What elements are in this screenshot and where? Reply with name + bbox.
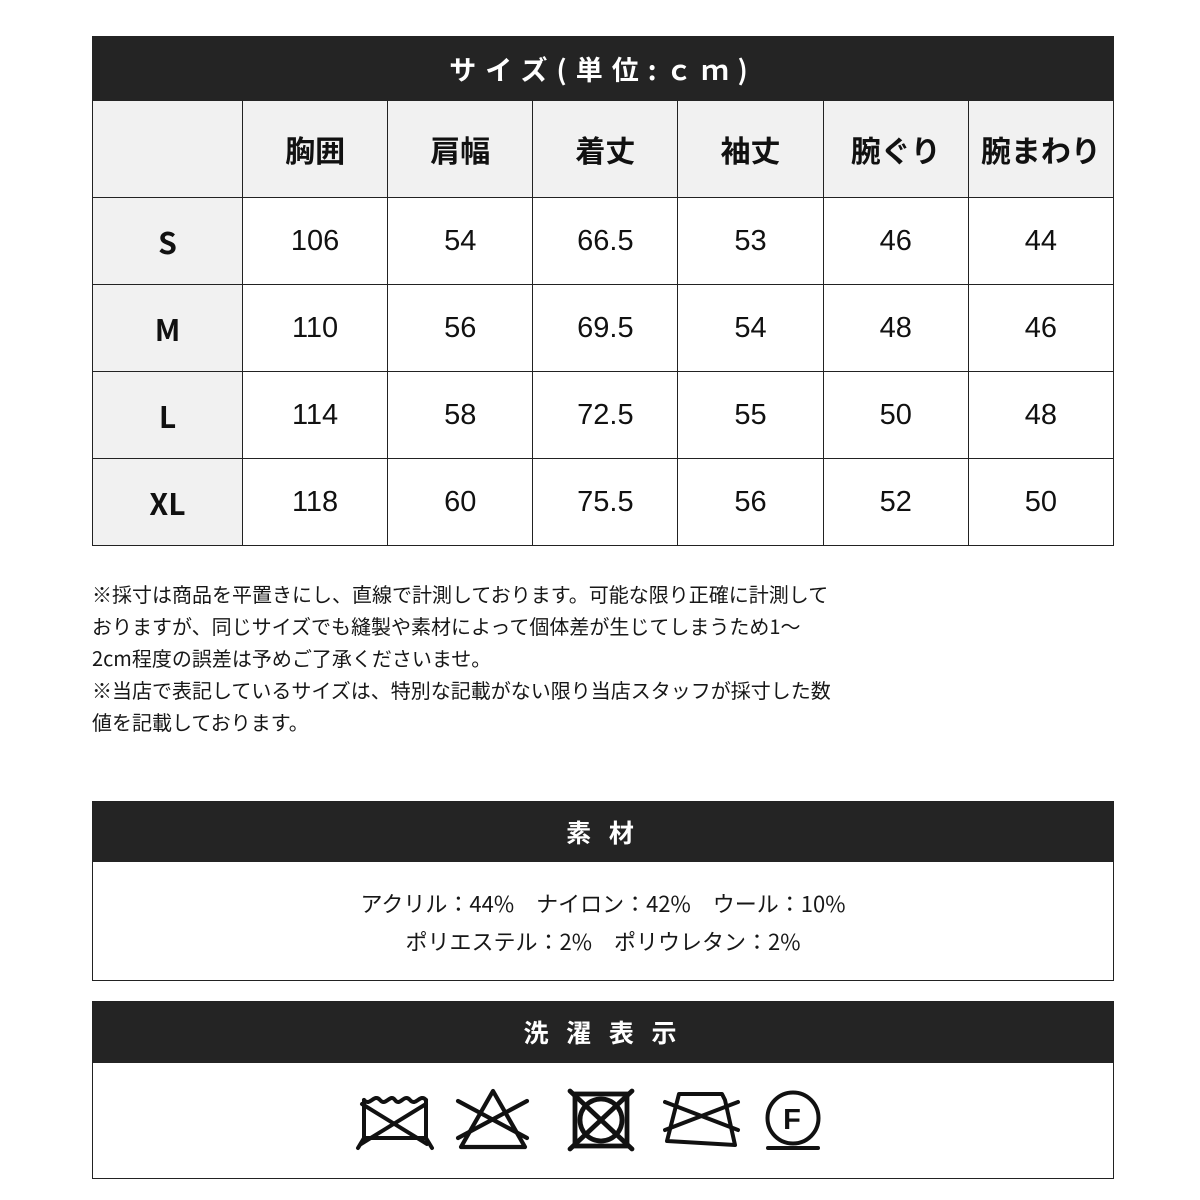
svg-text:F: F	[783, 1104, 801, 1136]
